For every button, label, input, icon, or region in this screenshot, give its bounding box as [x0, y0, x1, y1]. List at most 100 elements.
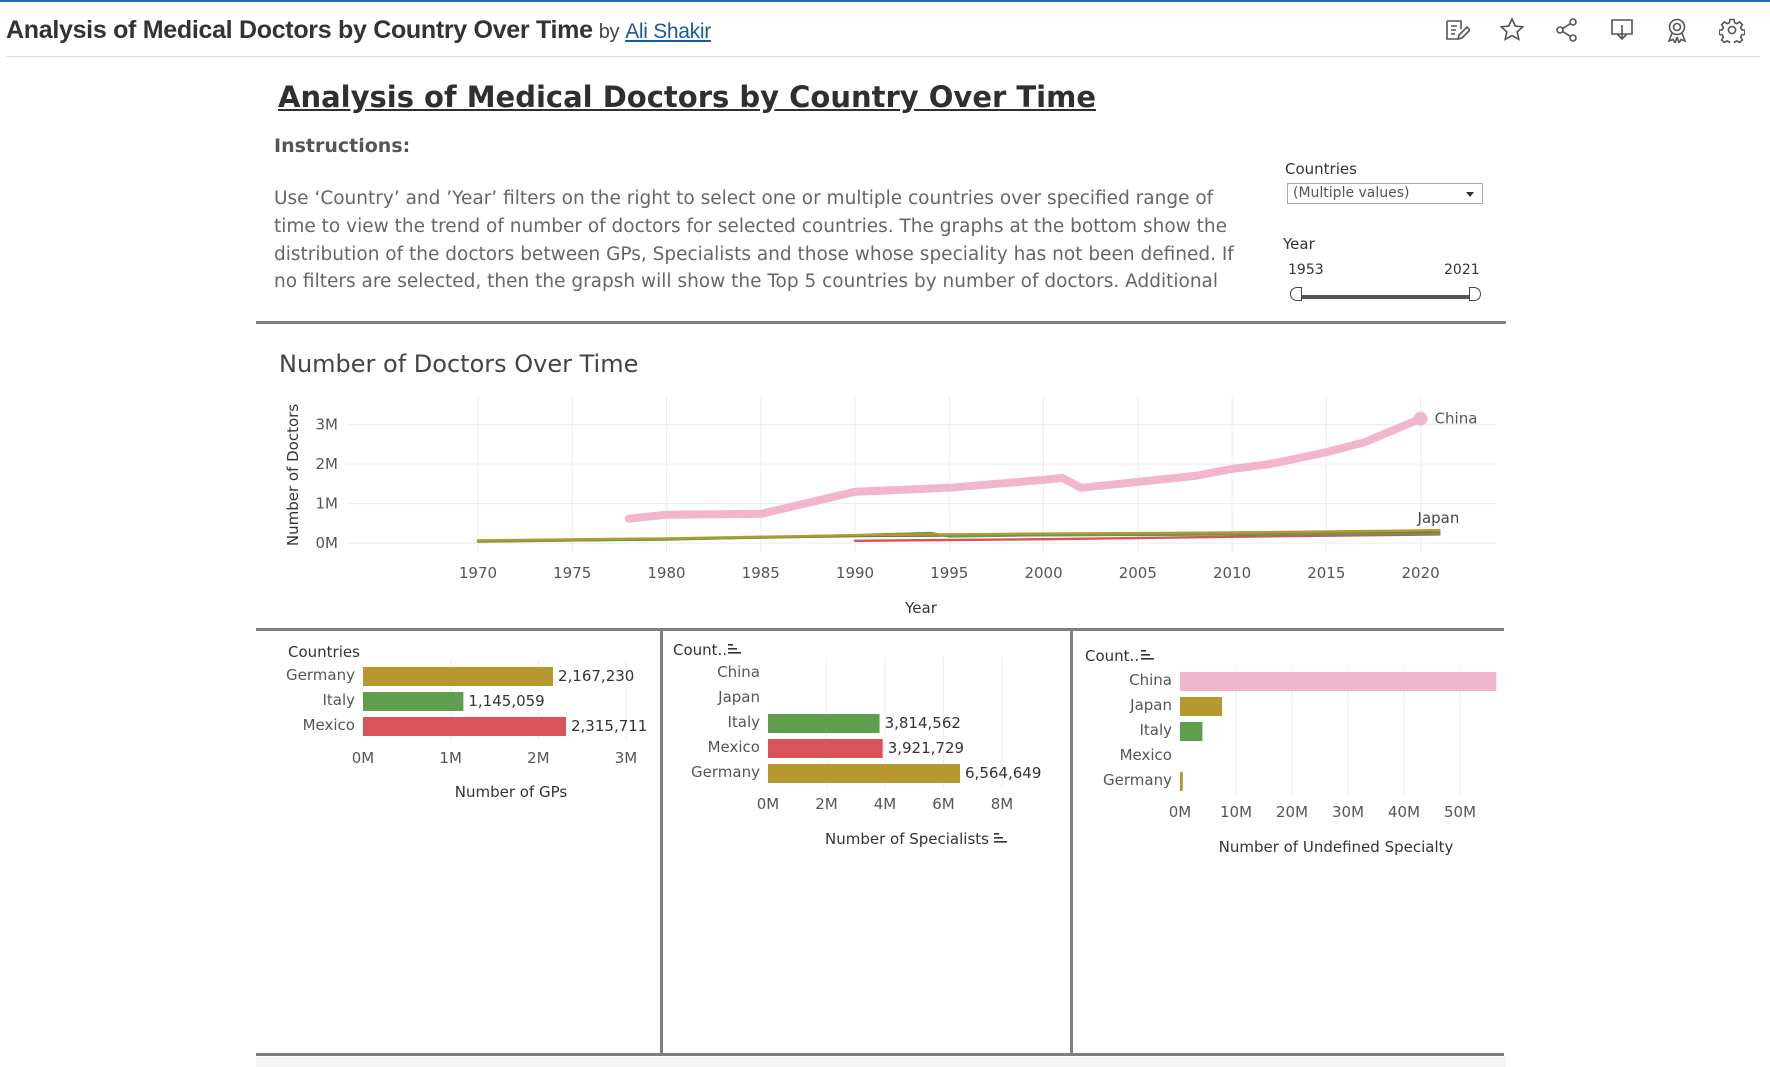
download-icon — [1610, 18, 1633, 40]
share-button[interactable] — [1552, 15, 1581, 44]
x-tick-label: 2010 — [1213, 564, 1251, 582]
sort-icon-bar3 — [728, 652, 741, 654]
series-line-mexico — [853, 533, 1441, 542]
settings-button[interactable] — [1717, 15, 1746, 44]
badge-icon — [1667, 18, 1686, 43]
dashboard-title: Analysis of Medical Doctors by Country O… — [278, 80, 1097, 114]
series-end-point-china — [1413, 411, 1428, 426]
sort-icon-bar3 — [1141, 658, 1154, 660]
x-tick-label: 4M — [874, 795, 897, 813]
x-tick-label: 2005 — [1119, 564, 1157, 582]
category-label: Germany — [691, 763, 760, 781]
section-divider-bottom — [256, 1053, 1504, 1056]
sort-axis-icon-bar1 — [994, 833, 999, 835]
x-tick-label: 3M — [615, 749, 638, 767]
countries-filter-label: Countries — [1285, 160, 1357, 178]
x-axis-title: Number of GPs — [455, 783, 568, 801]
year-max-value: 2021 — [1444, 262, 1480, 278]
bar-value-label: 1,145,059 — [468, 692, 544, 710]
instructions-text: Use ‘Country’ and ’Year’ filters on the … — [274, 188, 1234, 300]
specialists-bar-chart: Count.. 0M 2M 4M 6M 8M China Japan Italy 3,814,56… — [673, 641, 1041, 848]
x-tick-label: 0M — [757, 795, 780, 813]
viz-header: Analysis of Medical Doctors by Country O… — [0, 2, 1770, 57]
x-tick-label: 0M — [1169, 803, 1192, 821]
series-end-label-japan: Japan — [1417, 509, 1460, 527]
x-tick-label: 2020 — [1401, 564, 1439, 582]
category-label: Germany — [1103, 771, 1172, 789]
x-axis-title: Year — [904, 599, 938, 617]
favorite-button[interactable] — [1497, 15, 1526, 44]
year-slider-max-handle[interactable] — [1469, 287, 1481, 301]
category-label: Italy — [1139, 721, 1172, 739]
bar-japan — [1180, 697, 1222, 716]
category-label: Italy — [322, 691, 355, 709]
sort-axis-icon-bar3 — [994, 841, 1007, 843]
year-slider-min-handle[interactable] — [1290, 287, 1302, 301]
bar-italy — [1180, 722, 1203, 741]
metrics-button[interactable] — [1662, 15, 1691, 44]
chart-header: Count.. — [673, 641, 727, 659]
countries-dropdown-value: (Multiple values) — [1293, 185, 1410, 201]
viz-title: Analysis of Medical Doctors by Country O… — [6, 16, 711, 45]
x-tick-label: 0M — [352, 749, 375, 767]
download-button[interactable] — [1607, 15, 1636, 44]
bar-value-label: 2,167,230 — [558, 667, 634, 685]
bar-italy — [768, 714, 880, 733]
year-min-value: 1953 — [1288, 262, 1324, 278]
bar-italy — [363, 692, 464, 711]
countries-dropdown[interactable]: (Multiple values) — [1287, 183, 1483, 204]
caret-down-icon — [1466, 192, 1474, 197]
x-tick-label: 2000 — [1024, 564, 1062, 582]
gp-bar-chart: Countries 0M 1M 2M 3M Germany 2,167,230 Italy 1,… — [286, 643, 647, 801]
sort-icon-bar1 — [1141, 650, 1146, 652]
y-tick-label: 1M — [316, 495, 339, 513]
category-label: Germany — [286, 666, 355, 684]
panel-divider-2 — [1070, 631, 1073, 1055]
y-tick-label: 3M — [316, 416, 339, 434]
category-label: Japan — [1129, 696, 1172, 714]
x-tick-label: 1975 — [553, 564, 591, 582]
chart-header: Countries — [288, 643, 360, 661]
x-axis-title: Number of Specialists — [825, 830, 989, 848]
category-label: Japan — [717, 688, 760, 706]
sort-icon-bar2 — [728, 648, 737, 650]
top-accent-line — [0, 0, 1770, 2]
viz-toolbar — [1442, 15, 1746, 44]
x-tick-label: 1970 — [459, 564, 497, 582]
y-tick-label: 0M — [316, 534, 339, 552]
line-chart: 1970 1975 1980 1985 1990 1995 2000 2005 2010 2015… — [284, 397, 1496, 617]
category-label: Mexico — [708, 738, 760, 756]
x-tick-label: 1995 — [930, 564, 968, 582]
y-tick-label: 2M — [316, 455, 339, 473]
bar-value-label: 6,564,649 — [965, 764, 1041, 782]
x-tick-label: 1980 — [647, 564, 685, 582]
sort-axis-icon-bar2 — [994, 837, 1003, 839]
x-tick-label: 30M — [1332, 803, 1364, 821]
series-line-japan — [476, 528, 1441, 542]
category-label: Mexico — [1120, 746, 1172, 764]
instructions-heading: Instructions: — [274, 135, 411, 157]
x-tick-label: 50M — [1444, 803, 1476, 821]
section-divider-top — [256, 321, 1506, 324]
sort-icon-bar2 — [1141, 654, 1150, 656]
viz-title-text: Analysis of Medical Doctors by Country O… — [6, 16, 593, 44]
x-axis-title: Number of Undefined Specialty — [1219, 838, 1454, 856]
x-tick-label: 2M — [527, 749, 550, 767]
footer-strip — [256, 1057, 1506, 1067]
bar-mexico — [768, 739, 883, 758]
star-icon — [1498, 16, 1525, 41]
edit-icon — [1445, 19, 1470, 40]
author-link[interactable]: Ali Shakir — [625, 20, 711, 43]
share-icon — [1555, 17, 1577, 42]
x-tick-label: 6M — [932, 795, 955, 813]
category-label: Mexico — [303, 716, 355, 734]
series-line-china — [624, 414, 1425, 523]
bar-mexico — [363, 717, 567, 736]
section-divider-middle — [256, 628, 1504, 631]
x-tick-label: 8M — [991, 795, 1014, 813]
year-slider-track[interactable] — [1296, 295, 1474, 299]
sort-icon-bar1 — [728, 644, 733, 646]
category-label: Italy — [727, 713, 760, 731]
edit-button[interactable] — [1442, 15, 1471, 44]
x-tick-label: 40M — [1388, 803, 1420, 821]
